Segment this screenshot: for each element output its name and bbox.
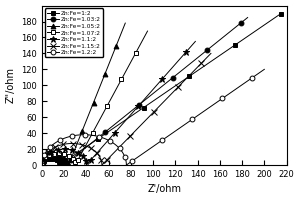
Zn:Fe=1.1:2 (165, 72, 169, 75)
Zn:Fe=1.1:2 (77, 152, 81, 154)
Line: Zn:Fe=1.07:2: Zn:Fe=1.07:2 (39, 29, 150, 167)
Zn:Fe=1.15:2 (55, 145, 58, 148)
Zn:Fe=1.07:2 (105, 105, 109, 107)
Zn:Fe=1.15:2 (90, 148, 94, 150)
Zn:Fe=1.07:2 (97, 121, 100, 123)
Zn:Fe=1.2:2 (226, 93, 230, 96)
Zn:Fe=1.2:2 (111, 141, 114, 144)
Zn:Fe=1.15:2 (209, 52, 213, 55)
Zn:Fe=1:2 (58, 162, 61, 165)
Zn:Fe=1.03:2 (62, 164, 66, 166)
X-axis label: Z'/ohm: Z'/ohm (147, 184, 181, 194)
Zn:Fe=1.1:2 (141, 99, 145, 102)
Y-axis label: Z"/ohm: Z"/ohm (6, 67, 16, 103)
Zn:Fe=1.07:2 (40, 164, 44, 166)
Zn:Fe=1:2 (127, 117, 130, 119)
Zn:Fe=1.03:2 (56, 157, 59, 159)
Zn:Fe=1.2:2 (60, 138, 64, 140)
Zn:Fe=1.1:2 (85, 164, 88, 166)
Zn:Fe=1.05:2 (108, 62, 111, 64)
Line: Zn:Fe=1.2:2: Zn:Fe=1.2:2 (39, 67, 267, 167)
Zn:Fe=1.03:2 (52, 156, 56, 158)
Zn:Fe=1.1:2 (61, 148, 65, 150)
Zn:Fe=1.03:2 (246, 16, 249, 19)
Line: Zn:Fe=1.15:2: Zn:Fe=1.15:2 (39, 51, 214, 168)
Zn:Fe=1:2 (53, 158, 57, 161)
Zn:Fe=1.05:2 (41, 160, 45, 163)
Zn:Fe=1.1:2 (194, 40, 197, 43)
Zn:Fe=1.05:2 (89, 107, 93, 109)
Zn:Fe=1.03:2 (40, 164, 44, 166)
Line: Zn:Fe=1.1:2: Zn:Fe=1.1:2 (38, 38, 199, 168)
Zn:Fe=1.07:2 (74, 164, 77, 166)
Zn:Fe=1.15:2 (181, 81, 184, 84)
Zn:Fe=1.15:2 (167, 96, 170, 98)
Zn:Fe=1.2:2 (208, 106, 212, 108)
Zn:Fe=1:2 (58, 164, 61, 166)
Zn:Fe=1.07:2 (125, 67, 129, 70)
Legend: Zn:Fe=1:2, Zn:Fe=1.03:2, Zn:Fe=1.05:2, Zn:Fe=1.07:2, Zn:Fe=1.1:2, Zn:Fe=1.15:2, : Zn:Fe=1:2, Zn:Fe=1.03:2, Zn:Fe=1.05:2, Z… (45, 8, 104, 57)
Zn:Fe=1.15:2 (100, 164, 104, 166)
Zn:Fe=1.2:2 (262, 68, 266, 71)
Zn:Fe=1.2:2 (124, 164, 128, 166)
Zn:Fe=1.03:2 (61, 160, 65, 163)
Line: Zn:Fe=1.03:2: Zn:Fe=1.03:2 (39, 15, 250, 167)
Zn:Fe=1:2 (40, 164, 44, 166)
Zn:Fe=1.07:2 (111, 94, 115, 97)
Zn:Fe=1.03:2 (52, 156, 55, 158)
Line: Zn:Fe=1:2: Zn:Fe=1:2 (39, 11, 284, 167)
Zn:Fe=1.03:2 (45, 157, 48, 160)
Zn:Fe=1:2 (279, 12, 283, 15)
Zn:Fe=1.2:2 (81, 134, 85, 136)
Zn:Fe=1.15:2 (69, 142, 73, 145)
Zn:Fe=1:2 (47, 158, 51, 160)
Zn:Fe=1.2:2 (196, 114, 200, 116)
Zn:Fe=1.05:2 (67, 164, 70, 166)
Zn:Fe=1.15:2 (157, 106, 160, 108)
Zn:Fe=1.1:2 (151, 89, 154, 91)
Zn:Fe=1.05:2 (124, 22, 127, 24)
Zn:Fe=1.05:2 (92, 101, 95, 104)
Zn:Fe=1.05:2 (85, 118, 88, 121)
Zn:Fe=1.2:2 (40, 164, 44, 166)
Zn:Fe=1.05:2 (40, 164, 44, 166)
Line: Zn:Fe=1.05:2: Zn:Fe=1.05:2 (39, 21, 128, 167)
Zn:Fe=1.03:2 (57, 157, 61, 159)
Zn:Fe=1.1:2 (40, 164, 44, 166)
Zn:Fe=1.07:2 (146, 30, 149, 32)
Zn:Fe=1.15:2 (40, 164, 44, 166)
Zn:Fe=1:2 (46, 158, 50, 160)
Zn:Fe=1:2 (52, 158, 56, 160)
Zn:Fe=1.05:2 (96, 90, 100, 92)
Zn:Fe=1.1:2 (51, 150, 54, 153)
Zn:Fe=1.07:2 (102, 110, 106, 113)
Zn:Fe=1.07:2 (41, 159, 45, 162)
